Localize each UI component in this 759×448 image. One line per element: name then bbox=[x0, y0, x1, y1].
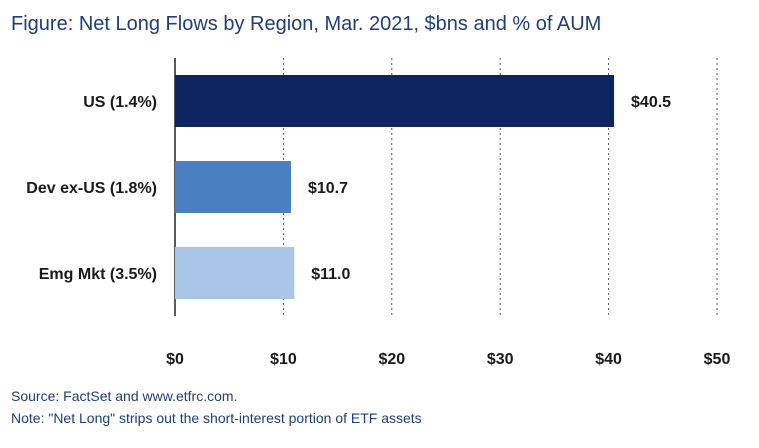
category-label: Emg Mkt (3.5%) bbox=[39, 266, 157, 283]
x-tick-label: $30 bbox=[487, 351, 514, 368]
title-text: Net Long Flows by Region, Mar. 2021, $bn… bbox=[78, 13, 602, 35]
footnote: Note: "Net Long" strips out the short-in… bbox=[11, 410, 422, 426]
bar bbox=[175, 247, 295, 299]
data-label: $10.7 bbox=[308, 180, 348, 197]
category-label: Dev ex-US (1.8%) bbox=[26, 180, 157, 197]
x-tick-label: $20 bbox=[378, 351, 405, 368]
category-label: US (1.4%) bbox=[83, 94, 157, 111]
data-label: $11.0 bbox=[311, 266, 350, 283]
bar bbox=[175, 75, 615, 127]
bar bbox=[175, 161, 291, 213]
x-tick-label: $50 bbox=[704, 351, 731, 368]
data-label: $40.5 bbox=[631, 94, 671, 111]
x-tick-label: $0 bbox=[166, 351, 184, 368]
chart-title: Figure: Net Long Flows by Region, Mar. 2… bbox=[11, 13, 601, 36]
x-tick-label: $40 bbox=[595, 351, 622, 368]
title-prefix: Figure: bbox=[11, 13, 74, 35]
x-tick-label: $10 bbox=[270, 351, 297, 368]
source-note: Source: FactSet and www.etfrc.com. bbox=[11, 388, 238, 404]
